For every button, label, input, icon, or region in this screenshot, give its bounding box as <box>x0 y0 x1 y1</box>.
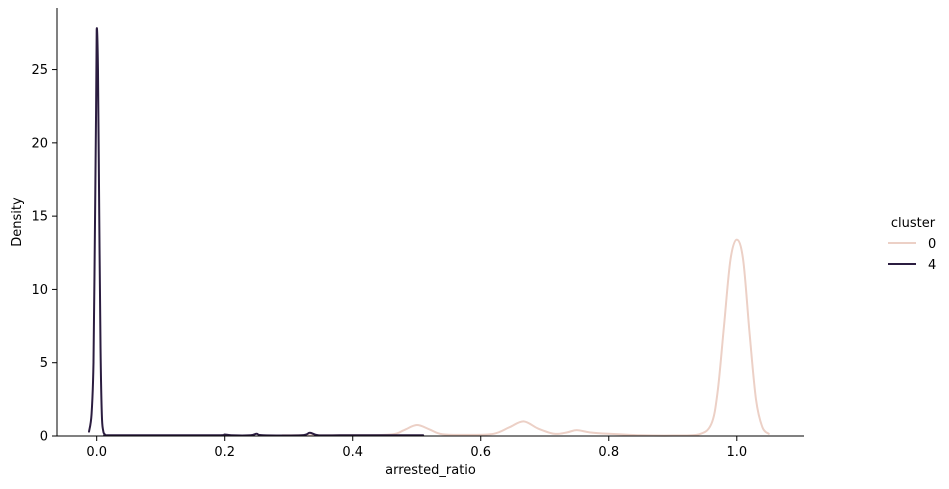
y-ticks: 0 5 10 15 20 25 <box>31 63 57 445</box>
y-tick-label: 0 <box>40 430 48 445</box>
legend-title: cluster <box>891 216 936 231</box>
x-tick-label: 0.6 <box>470 445 491 460</box>
series-line-cluster-4 <box>88 27 425 437</box>
y-tick-label: 5 <box>40 356 48 371</box>
series-line-cluster-0 <box>281 238 770 437</box>
legend-label-cluster-4: 4 <box>928 258 936 273</box>
x-axis-label: arrested_ratio <box>385 463 476 478</box>
x-tick-label: 1.0 <box>726 445 747 460</box>
y-tick-label: 10 <box>31 283 48 298</box>
x-tick-label: 0.2 <box>214 445 235 460</box>
x-tick-label: 0.8 <box>598 445 619 460</box>
legend: cluster 0 4 <box>888 216 936 273</box>
series-layer <box>88 27 770 437</box>
x-tick-label: 0.0 <box>86 445 107 460</box>
y-tick-label: 15 <box>31 210 48 225</box>
y-tick-label: 20 <box>31 136 48 151</box>
y-tick-label: 25 <box>31 63 48 78</box>
legend-label-cluster-0: 0 <box>928 237 936 252</box>
y-axis-label: Density <box>10 197 25 247</box>
x-ticks: 0.0 0.2 0.4 0.6 0.8 1.0 <box>86 436 747 460</box>
x-tick-label: 0.4 <box>342 445 363 460</box>
